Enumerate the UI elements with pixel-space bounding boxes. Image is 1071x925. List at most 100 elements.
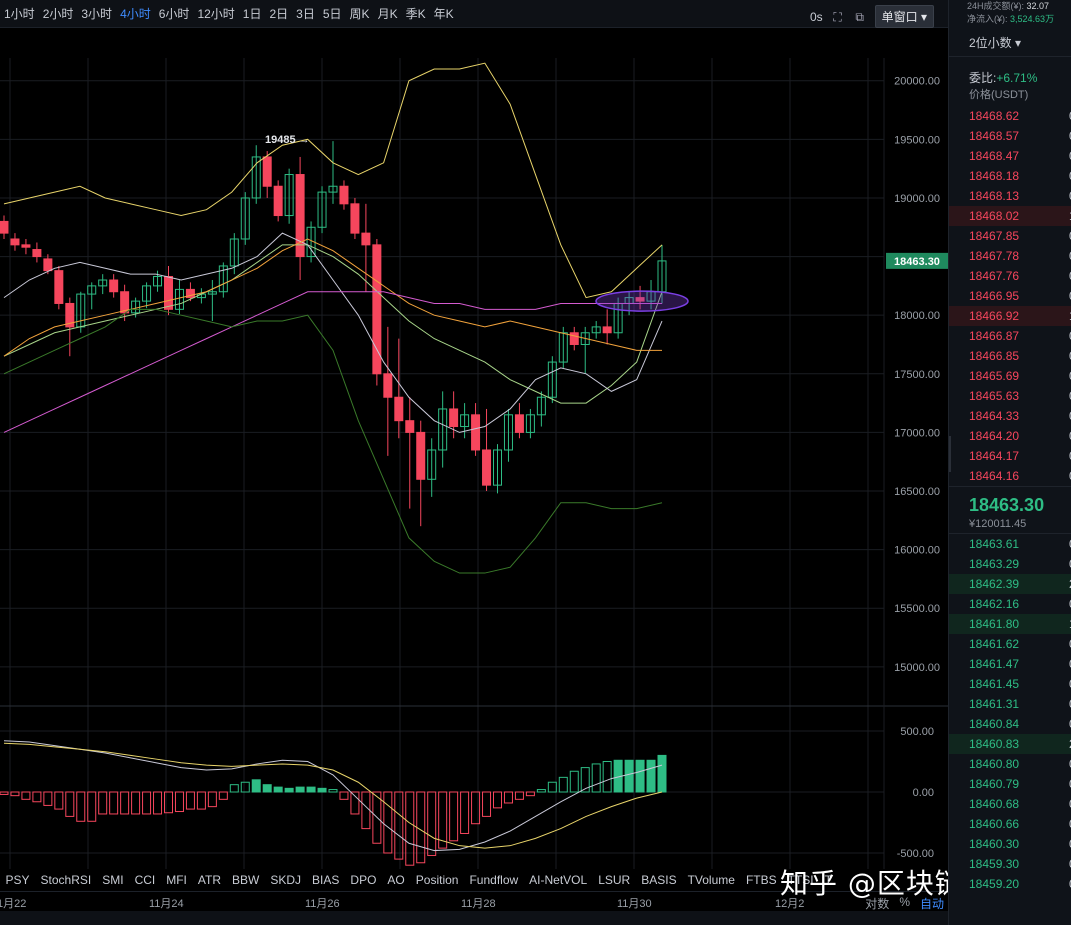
bid-row[interactable]: 18461.62 0	[949, 634, 1071, 654]
indicator-tab[interactable]: BBW	[232, 873, 260, 887]
ask-row[interactable]: 18464.20 0	[949, 426, 1071, 446]
timeframe-tab[interactable]: 4小时	[120, 7, 151, 21]
macd-bar	[109, 791, 119, 815]
percent-scale-toggle[interactable]: %	[899, 895, 910, 909]
ask-size: 0	[1069, 286, 1071, 306]
decimal-select[interactable]: 2位小数 ▾	[969, 36, 1022, 50]
bid-size: 0	[1069, 554, 1071, 574]
chart-area[interactable]: 20000.0019500.0019000.0018500.0018000.00…	[0, 28, 948, 890]
bid-row[interactable]: 18461.31 0	[949, 694, 1071, 714]
indicator-tab[interactable]: SMI	[102, 873, 124, 887]
timeframe-tab[interactable]: 5日	[322, 7, 342, 21]
date-label: 11月30	[617, 898, 652, 910]
volume-value: 32.07	[1026, 1, 1050, 11]
ask-row[interactable]: 18467.85 0	[949, 226, 1071, 246]
bid-row[interactable]: 18462.39 2	[949, 574, 1071, 594]
indicator-tab[interactable]: BASIS	[641, 873, 677, 887]
candle-body	[164, 276, 173, 310]
bid-row[interactable]: 18463.61 0	[949, 534, 1071, 554]
y-axis-label: 16500.00	[894, 486, 940, 498]
timeframe-tab[interactable]: 年K	[433, 7, 454, 21]
timeframe-tab[interactable]: 3日	[296, 7, 315, 21]
candlestick-chart[interactable]: 20000.0019500.0019000.0018500.0018000.00…	[0, 28, 948, 890]
indicator-tab[interactable]: LSUR	[598, 873, 631, 887]
bid-row[interactable]: 18460.66 0	[949, 814, 1071, 834]
timeframe-tab[interactable]: 1日	[242, 7, 262, 21]
candle-body	[32, 249, 42, 258]
indicator-tab[interactable]: SKDJ	[270, 873, 302, 887]
timeframe-tab[interactable]: 3小时	[81, 7, 113, 21]
indicator-tab[interactable]: MFI	[166, 873, 187, 887]
ask-row[interactable]: 18464.17 0	[949, 446, 1071, 466]
bid-price: 18460.79	[969, 777, 1020, 791]
auto-scale-toggle[interactable]: 自动	[919, 897, 944, 911]
bid-row[interactable]: 18460.84 0	[949, 714, 1071, 734]
macd-bar	[460, 791, 470, 834]
fullscreen-icon[interactable]: ⛶	[833, 9, 842, 24]
bid-row[interactable]: 18459.30 0	[949, 854, 1071, 874]
timeframe-tab[interactable]: 2小时	[42, 7, 74, 21]
refresh-counter[interactable]: 0s	[809, 9, 823, 24]
bid-row[interactable]: 18463.29 0	[949, 554, 1071, 574]
bid-size: 0	[1069, 714, 1071, 734]
bid-row[interactable]: 18460.80 0	[949, 754, 1071, 774]
indicator-tab[interactable]: BIAS	[312, 873, 340, 887]
indicator-tab[interactable]: Position	[415, 873, 459, 887]
ask-size: 0	[1069, 126, 1071, 146]
indicator-tab[interactable]: AI-NetVOL	[529, 873, 588, 887]
ask-price: 18468.47	[969, 149, 1020, 163]
candle-body	[482, 449, 492, 486]
ask-row[interactable]: 18468.02 1	[949, 206, 1071, 226]
timeframe-tab[interactable]: 1小时	[4, 7, 35, 21]
indicator-tab[interactable]: StochRSI	[40, 873, 92, 887]
indicator-tab[interactable]: FTBS	[745, 873, 777, 887]
timeframe-tab[interactable]: 周K	[349, 7, 370, 21]
ask-row[interactable]: 18465.69 0	[949, 366, 1071, 386]
ask-row[interactable]: 18466.85 0	[949, 346, 1071, 366]
ask-row[interactable]: 18466.92 1	[949, 306, 1071, 326]
bid-size: 0	[1069, 854, 1071, 874]
ask-row[interactable]: 18468.57 0	[949, 126, 1071, 146]
bid-row[interactable]: 18460.30 0	[949, 834, 1071, 854]
bid-row[interactable]: 18459.20 0	[949, 874, 1071, 894]
timeframe-tab[interactable]: 季K	[405, 7, 426, 21]
ask-row[interactable]: 18467.78 0	[949, 246, 1071, 266]
macd-bar	[295, 786, 305, 793]
ask-row[interactable]: 18465.63 0	[949, 386, 1071, 406]
indicator-tab[interactable]: CCI	[134, 873, 156, 887]
bid-row[interactable]: 18461.45 0	[949, 674, 1071, 694]
log-scale-toggle[interactable]: 对数	[865, 897, 890, 911]
ask-row[interactable]: 18464.16 0	[949, 466, 1071, 486]
window-mode-select[interactable]: 单窗口 ▾	[874, 5, 934, 28]
indicator-tab[interactable]: ATR	[197, 873, 222, 887]
ask-row[interactable]: 18467.76 0	[949, 266, 1071, 286]
timeframe-tab[interactable]: 月K	[377, 7, 398, 21]
bid-row[interactable]: 18461.80 1	[949, 614, 1071, 634]
indicator-tab[interactable]: Fundflow	[469, 873, 519, 887]
bid-row[interactable]: 18460.79 0	[949, 774, 1071, 794]
timeframe-tab[interactable]: 12小时	[197, 7, 235, 21]
timeframe-tab[interactable]: 2日	[269, 7, 289, 21]
bid-row[interactable]: 18460.68 0	[949, 794, 1071, 814]
bid-price: 18462.16	[969, 597, 1020, 611]
date-axis: 1月22 11月24 11月26 11月28 11月30 12月2 对数 % 自…	[0, 891, 948, 911]
indicator-tab[interactable]: PSY	[5, 873, 30, 887]
indicator-tab[interactable]: AO	[387, 873, 405, 887]
ask-row[interactable]: 18466.95 0	[949, 286, 1071, 306]
bid-row[interactable]: 18460.83 2	[949, 734, 1071, 754]
indicator-tab[interactable]: T	[824, 873, 832, 887]
timeframe-tab[interactable]: 6小时	[158, 7, 190, 21]
ask-row[interactable]: 18468.62 0	[949, 106, 1071, 126]
indicator-tab[interactable]: TVolume	[687, 873, 735, 887]
ask-row[interactable]: 18464.33 0	[949, 406, 1071, 426]
indicator-tab[interactable]: TTSI	[787, 873, 814, 887]
popout-icon[interactable]: ⧉	[855, 9, 864, 24]
bid-row[interactable]: 18462.16 0	[949, 594, 1071, 614]
ask-row[interactable]: 18468.13 0	[949, 186, 1071, 206]
ask-row[interactable]: 18466.87 0	[949, 326, 1071, 346]
bid-row[interactable]: 18461.47 0	[949, 654, 1071, 674]
ask-row[interactable]: 18468.47 0	[949, 146, 1071, 166]
panel-resize-handle[interactable]	[949, 436, 951, 472]
ask-row[interactable]: 18468.18 0	[949, 166, 1071, 186]
indicator-tab[interactable]: DPO	[350, 873, 377, 887]
